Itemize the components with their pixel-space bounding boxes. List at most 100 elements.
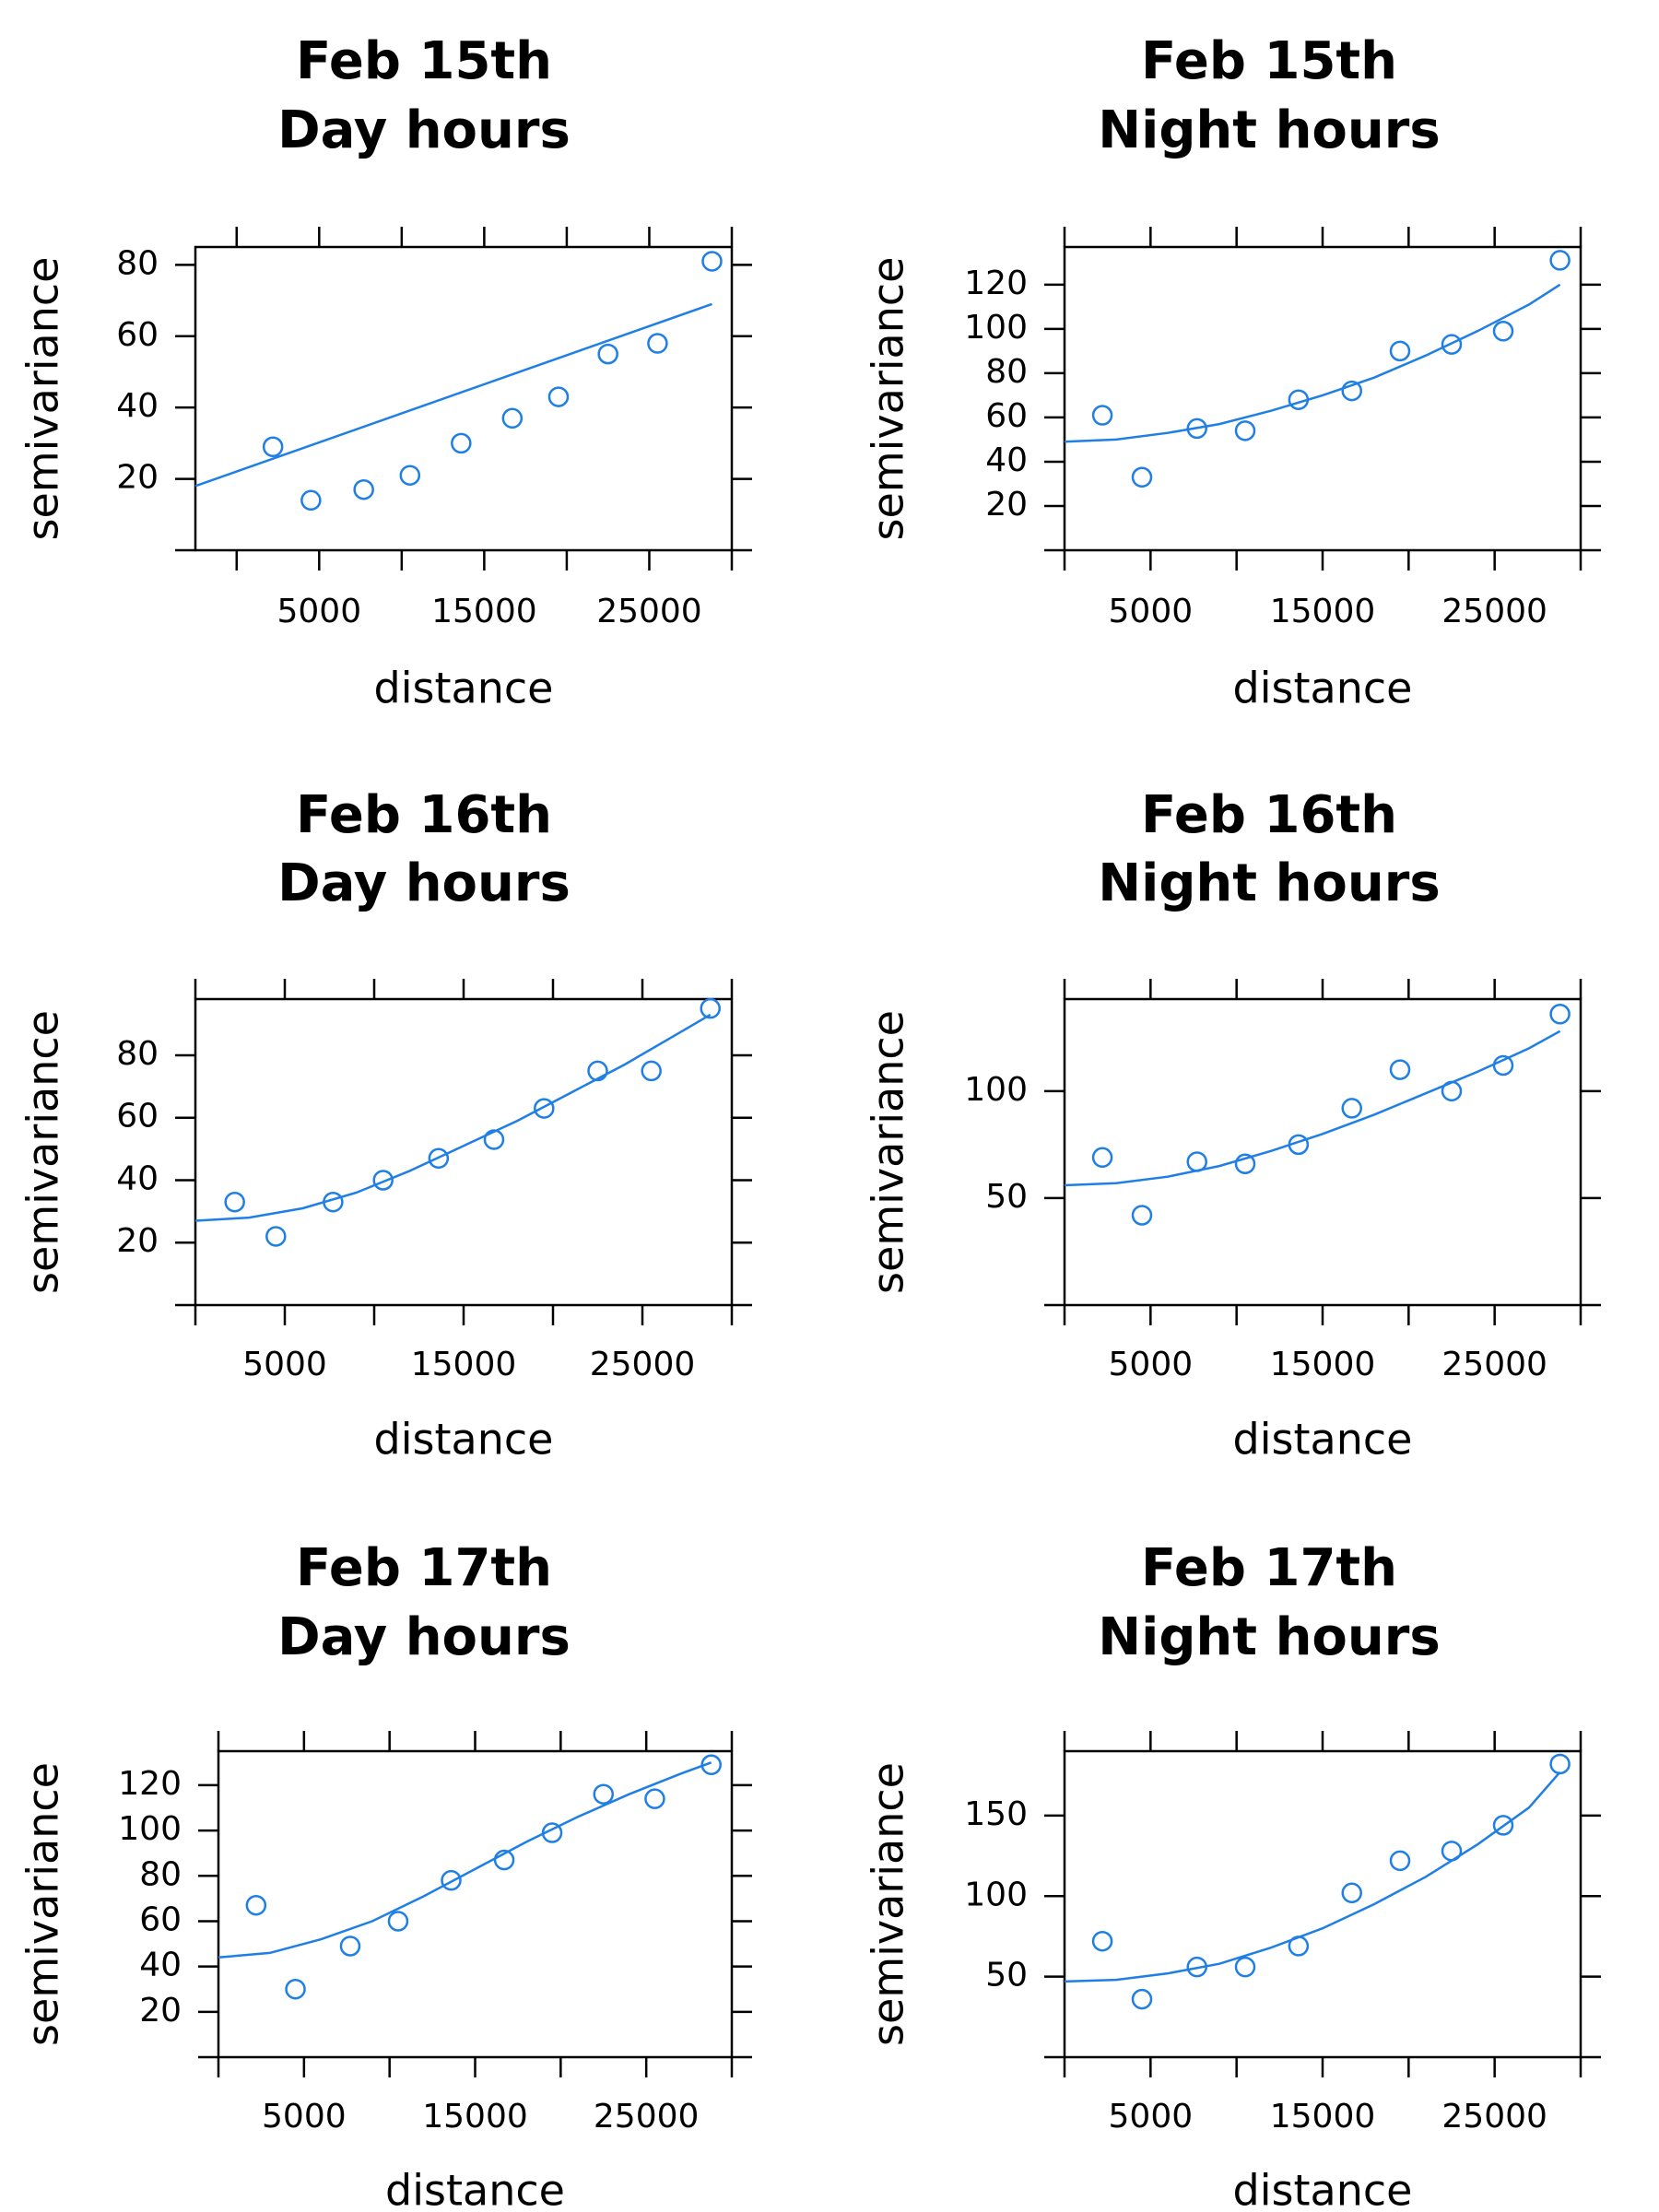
panel-title-line: Feb 15th [296, 31, 552, 91]
data-point [1288, 1936, 1310, 1957]
data-point [1091, 1930, 1113, 1952]
y-tick-label: 40 [985, 441, 1028, 479]
data-point [399, 465, 421, 486]
data-point [701, 251, 723, 272]
plot-frame [194, 997, 734, 1307]
data-point [1091, 1147, 1113, 1169]
data-point [501, 407, 524, 429]
x-tick-label: 25000 [594, 2098, 700, 2136]
data-point [483, 1129, 505, 1150]
panel-2: Feb 15th Night hours 5000 15000 25000 20 40 60 8… [864, 31, 1601, 713]
data-point [493, 1849, 515, 1871]
data-point [1288, 1134, 1310, 1156]
data-point [372, 1170, 394, 1191]
data-point [1234, 1153, 1256, 1175]
data-point [265, 1226, 287, 1247]
data-point [593, 1783, 614, 1805]
data-point [700, 1754, 722, 1776]
plot-frame [217, 1749, 734, 2059]
y-tick-label: 60 [116, 316, 159, 354]
x-tick-label: 15000 [1270, 1346, 1376, 1383]
data-point [1288, 389, 1310, 410]
x-tick-label: 15000 [431, 593, 537, 630]
y-tick-label: 120 [964, 265, 1028, 302]
data-point [1441, 1080, 1463, 1102]
data-point [1441, 334, 1463, 355]
data-point [597, 343, 618, 365]
data-point [1492, 1815, 1514, 1836]
panel-title-line: Day hours [277, 100, 571, 160]
y-tick-label: 60 [139, 1900, 182, 1938]
data-point [451, 432, 472, 454]
y-tick-label: 80 [985, 353, 1028, 391]
data-point [1234, 420, 1256, 441]
y-tick-label: 60 [116, 1098, 159, 1135]
x-axis-label: distance [1233, 2166, 1413, 2212]
x-tick-label: 5000 [1109, 2098, 1194, 2136]
panel-title-line: Feb 17th [296, 1538, 552, 1598]
data-point [441, 1869, 462, 1891]
data-point [285, 1978, 306, 2000]
panel-1: Feb 15th Day hours 5000 15000 25000 20 40 60 80 d… [18, 31, 752, 713]
data-point [323, 1191, 344, 1213]
x-tick-label: 15000 [1270, 2098, 1376, 2136]
x-tick-label: 5000 [242, 1346, 327, 1383]
plot-frame [194, 245, 734, 552]
x-tick-label: 15000 [422, 2098, 528, 2136]
y-tick-label: 80 [116, 244, 159, 282]
y-tick-label: 50 [985, 1178, 1028, 1216]
y-axis-label: semivariance [864, 1762, 913, 2046]
x-tick-label: 25000 [1441, 593, 1547, 630]
data-point [262, 436, 284, 458]
fitted-variogram-line [1064, 1771, 1561, 1983]
x-tick-label: 25000 [1441, 2098, 1547, 2136]
data-point [587, 1060, 608, 1082]
y-tick-label: 100 [118, 1810, 182, 1848]
x-tick-label: 25000 [1441, 1346, 1547, 1383]
y-tick-label: 100 [964, 1071, 1028, 1109]
data-point [1186, 1151, 1207, 1172]
panel-title-line: Feb 16th [1141, 785, 1397, 845]
panel-3: Feb 16th Day hours 5000 15000 25000 20 40 60 80 d… [18, 785, 752, 1465]
data-point [644, 1788, 665, 1809]
data-point [641, 1060, 662, 1082]
panel-title-line: Night hours [1098, 100, 1440, 160]
x-tick-label: 5000 [262, 2098, 347, 2136]
y-tick-label: 80 [116, 1035, 159, 1073]
panel-title-line: Feb 15th [1141, 31, 1397, 91]
y-tick-label: 100 [964, 309, 1028, 347]
x-tick-label: 5000 [1109, 593, 1194, 630]
data-point [1131, 466, 1153, 488]
y-tick-label: 50 [985, 1957, 1028, 1994]
x-axis-label: distance [1233, 1415, 1413, 1465]
fitted-variogram-line [194, 1013, 712, 1222]
y-tick-label: 20 [116, 1222, 159, 1260]
data-point [534, 1098, 555, 1119]
data-point [1186, 418, 1207, 440]
data-point [353, 478, 374, 500]
data-point [339, 1936, 361, 1957]
plot-frame [1063, 245, 1583, 552]
data-point [300, 489, 322, 512]
data-point [547, 386, 570, 407]
panel-title-line: Day hours [277, 853, 571, 913]
y-tick-label: 120 [118, 1765, 182, 1803]
data-point [1389, 340, 1411, 362]
data-point [1186, 1956, 1207, 1978]
data-point [1341, 1882, 1362, 1904]
y-axis-label: semivariance [864, 257, 913, 541]
y-axis-label: semivariance [18, 1762, 68, 2046]
y-tick-label: 60 [985, 397, 1028, 435]
data-point [541, 1822, 563, 1843]
data-point [224, 1191, 245, 1213]
plot-frame [1063, 1749, 1583, 2059]
y-tick-label: 80 [139, 1855, 182, 1893]
y-tick-label: 40 [116, 387, 159, 425]
fitted-variogram-line [218, 1761, 712, 1959]
x-tick-label: 5000 [276, 593, 361, 630]
fitted-variogram-line [1064, 1030, 1561, 1187]
y-axis-label: semivariance [864, 1010, 913, 1294]
data-point [1234, 1956, 1256, 1978]
y-tick-label: 20 [116, 459, 159, 497]
